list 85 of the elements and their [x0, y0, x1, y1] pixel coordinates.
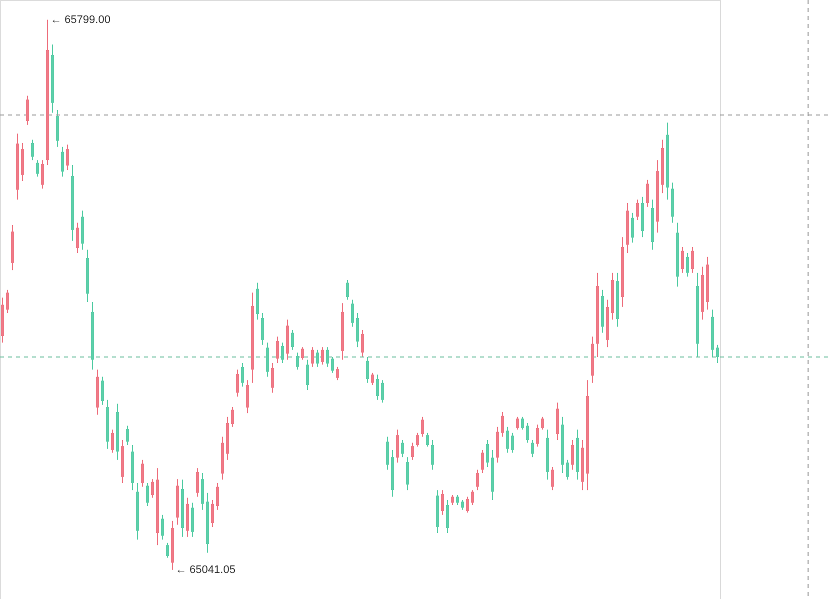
candlestick — [426, 432, 429, 448]
candlestick — [296, 352, 299, 370]
candlestick — [481, 449, 484, 474]
candlestick — [336, 366, 339, 381]
candlestick — [326, 346, 329, 368]
annotation: ← 65799.00 — [50, 14, 110, 26]
candlestick — [486, 440, 489, 468]
candlestick — [101, 376, 104, 406]
candlestick — [526, 422, 529, 444]
candlestick — [351, 299, 354, 328]
candlestick — [281, 342, 284, 364]
candlestick — [61, 146, 64, 178]
candlestick — [151, 478, 154, 498]
candlestick — [31, 139, 34, 161]
candlestick — [681, 246, 684, 274]
candlestick — [466, 496, 469, 514]
candlestick — [516, 416, 519, 430]
candlestick — [41, 160, 44, 190]
candlestick — [686, 252, 689, 278]
candlestick — [716, 344, 719, 364]
candlestick — [276, 336, 279, 364]
candlestick — [401, 440, 404, 458]
candlestick — [441, 490, 444, 516]
candlestick — [521, 416, 524, 430]
candlestick — [146, 482, 149, 507]
candlestick — [631, 212, 634, 244]
candlestick — [246, 380, 249, 414]
candlestick — [536, 424, 539, 448]
candlestick — [381, 380, 384, 404]
candlestick — [196, 468, 199, 498]
candlestick — [371, 372, 374, 386]
candlestick — [271, 362, 274, 394]
candlestick — [306, 359, 309, 390]
candlestick — [316, 349, 319, 368]
candlestick — [236, 369, 239, 398]
candlestick — [366, 356, 369, 384]
candlestick — [476, 469, 479, 491]
candlestick — [446, 499, 449, 534]
candlestick — [356, 312, 359, 348]
annotation: ← 65041.05 — [176, 564, 236, 576]
candlestick — [541, 416, 544, 430]
candlestick — [456, 494, 459, 506]
candlestick — [166, 542, 169, 558]
candlestick — [571, 440, 574, 470]
candlestick — [311, 346, 314, 368]
candlestick — [66, 144, 69, 170]
candlestick — [26, 95, 29, 126]
candlestick — [376, 374, 379, 400]
candlestick — [141, 459, 144, 488]
candlestick — [416, 432, 419, 448]
candlestick — [161, 514, 164, 540]
candlestick — [531, 440, 534, 458]
candlestick — [646, 179, 649, 208]
candlestick — [301, 346, 304, 360]
candlestick — [76, 222, 79, 254]
candlestick — [126, 425, 129, 446]
candlestick — [6, 289, 9, 314]
candlestick — [216, 482, 219, 510]
candlestick — [241, 362, 244, 388]
candlestick — [361, 330, 364, 358]
candlestick — [451, 494, 454, 506]
candlestick — [386, 436, 389, 470]
candlestick — [551, 466, 554, 491]
candlestick — [431, 440, 434, 470]
candlestick — [471, 490, 474, 506]
candlestick — [321, 346, 324, 366]
candlestick — [566, 459, 569, 480]
candlestick — [346, 279, 349, 300]
candlestick — [331, 356, 334, 374]
candlestick — [411, 442, 414, 460]
candlestick — [111, 429, 114, 454]
candlestick — [406, 456, 409, 491]
candlestick — [261, 312, 264, 346]
candlestick — [501, 411, 504, 438]
candlestick — [291, 330, 294, 350]
candlestick — [511, 432, 514, 454]
candlestick — [636, 199, 639, 221]
candlestick — [211, 499, 214, 528]
candlestick — [36, 160, 39, 178]
candlestick — [396, 429, 399, 464]
candlestick — [421, 416, 424, 438]
candlestick — [231, 406, 234, 428]
candlestick — [506, 426, 509, 454]
candlestick — [461, 499, 464, 510]
candlestick — [691, 246, 694, 274]
